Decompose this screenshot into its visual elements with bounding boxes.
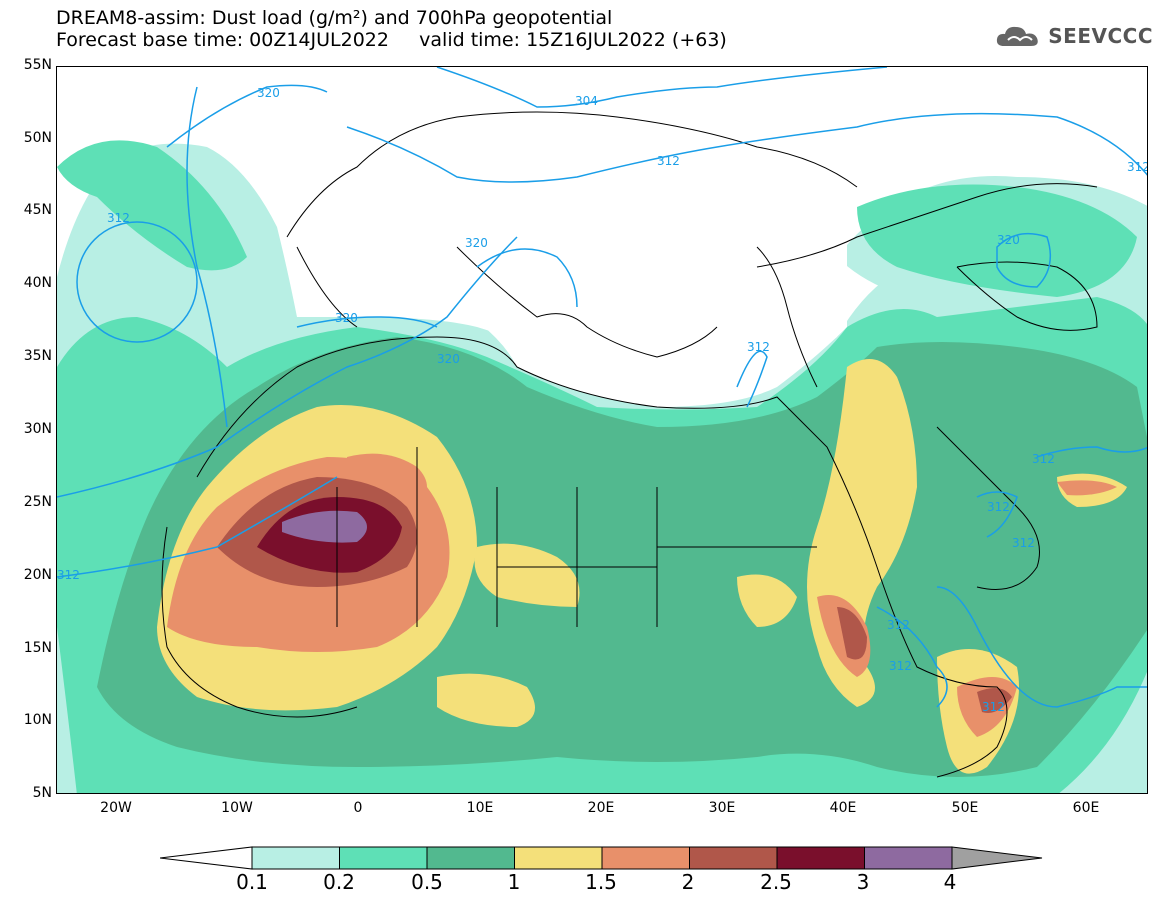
- contour-label: 320: [257, 86, 280, 100]
- contour-label: 320: [465, 236, 488, 250]
- lon-label: 60E: [1072, 800, 1100, 816]
- colorbar-label: 3: [856, 870, 870, 894]
- lat-label: 15N: [23, 640, 52, 656]
- contour-label: 320: [997, 233, 1020, 247]
- colorbar-box: [514, 846, 603, 870]
- dust-load-map: 320 304 312 312 320 320 320 312 320 312 …: [56, 66, 1148, 794]
- lon-label: 10W: [221, 800, 253, 816]
- lat-label: 35N: [23, 348, 52, 364]
- lon-label: 30E: [708, 800, 736, 816]
- lat-label: 50N: [23, 130, 52, 146]
- contour-label: 312: [889, 659, 912, 673]
- colorbar-label: 1.5: [585, 870, 617, 894]
- contour-label: 312: [1012, 536, 1035, 550]
- colorbar-high-triangle: [951, 846, 1043, 870]
- colorbar-box: [689, 846, 778, 870]
- colorbar-low-triangle: [159, 846, 253, 870]
- contour-label: 312: [1127, 160, 1148, 174]
- forecast-times: Forecast base time: 00Z14JUL2022 valid t…: [56, 29, 727, 51]
- contour-label: 304: [575, 94, 598, 108]
- dust-field: [57, 140, 1147, 793]
- colorbar-box: [339, 846, 428, 870]
- contour-label: 312: [107, 211, 130, 225]
- contour-label: 312: [1032, 452, 1055, 466]
- lon-label: 20W: [100, 800, 132, 816]
- colorbar-label: 0.2: [323, 870, 355, 894]
- seevccc-logo: SEEVCCC: [994, 22, 1153, 50]
- contour-label: 312: [987, 500, 1010, 514]
- lat-label: 40N: [23, 275, 52, 291]
- contour-label: 312: [747, 340, 770, 354]
- colorbar-box: [426, 846, 515, 870]
- colorbar-label: 0.1: [236, 870, 268, 894]
- contour-label: 312: [887, 618, 910, 632]
- colorbar-box: [864, 846, 953, 870]
- map-canvas: 320 304 312 312 320 320 320 312 320 312 …: [57, 67, 1148, 793]
- lon-label: 20E: [587, 800, 615, 816]
- lat-label: 55N: [23, 57, 52, 73]
- lon-label: 10E: [466, 800, 494, 816]
- contour-label: 312: [57, 568, 80, 582]
- colorbar-svg: [159, 846, 1043, 870]
- colorbar-label: 2: [681, 870, 695, 894]
- colorbar-label: 1: [507, 870, 521, 894]
- lat-label: 5N: [32, 785, 52, 801]
- colorbar-box: [601, 846, 690, 870]
- contour-label: 312: [657, 154, 680, 168]
- lat-label: 45N: [23, 202, 52, 218]
- lon-label: 40E: [829, 800, 857, 816]
- cloud-logo-icon: [997, 26, 1038, 46]
- coastlines: [161, 111, 1098, 778]
- lat-label: 30N: [23, 421, 52, 437]
- colorbar-box: [251, 846, 340, 870]
- lon-label: 50E: [951, 800, 979, 816]
- logo-text: SEEVCCC: [1048, 24, 1153, 48]
- lat-label: 25N: [23, 494, 52, 510]
- colorbar: [159, 846, 1045, 870]
- contour-label: 320: [335, 311, 358, 325]
- colorbar-label: 2.5: [760, 870, 792, 894]
- contour-label: 312: [982, 700, 1005, 714]
- lat-label: 20N: [23, 567, 52, 583]
- contour-label: 320: [437, 352, 460, 366]
- colorbar-box: [776, 846, 865, 870]
- colorbar-label: 4: [943, 870, 957, 894]
- geopotential-contours: [57, 67, 1147, 708]
- lon-label: 0: [353, 800, 363, 816]
- lat-label: 10N: [23, 712, 52, 728]
- map-title: DREAM8-assim: Dust load (g/m²) and 700hP…: [56, 7, 613, 29]
- colorbar-label: 0.5: [411, 870, 443, 894]
